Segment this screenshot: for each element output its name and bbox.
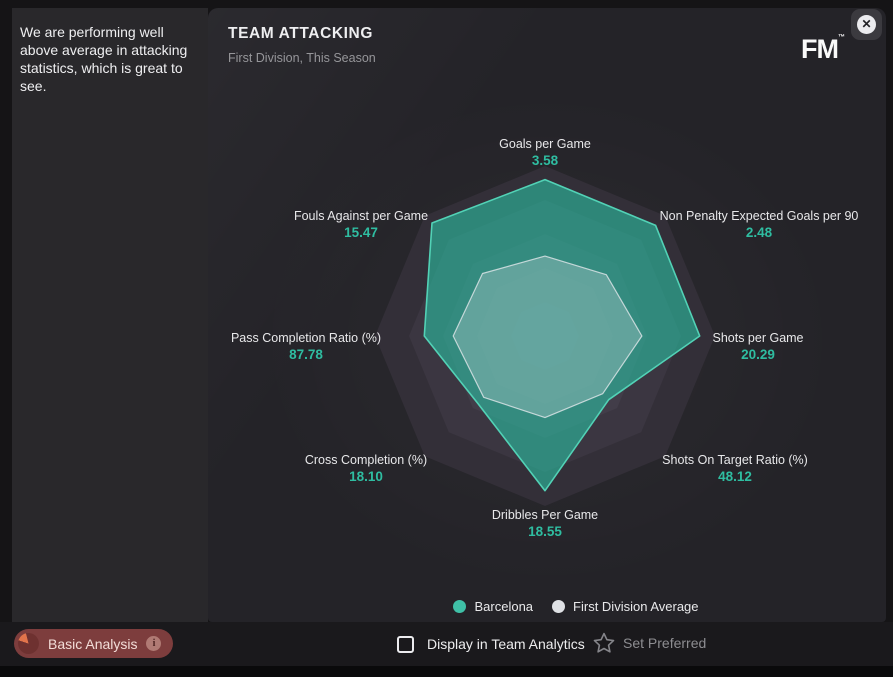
legend-label: Barcelona: [474, 598, 534, 614]
radar-chart: [375, 166, 715, 506]
display-in-team-analytics-row: Display in Team Analytics: [397, 630, 585, 658]
legend-label: First Division Average: [573, 598, 699, 614]
set-preferred-label: Set Preferred: [623, 635, 707, 651]
trademark-symbol: ™: [838, 34, 845, 41]
advisor-comment-panel: We are performing well above average in …: [12, 8, 208, 622]
advisor-comment-text: We are performing well above average in …: [20, 24, 188, 94]
team-attacking-panel: TEAM ATTACKING First Division, This Seas…: [208, 8, 886, 622]
legend-item: First Division Average: [552, 598, 699, 614]
display-in-team-analytics-checkbox[interactable]: [397, 635, 414, 653]
legend-item: Barcelona: [453, 599, 533, 614]
basic-analysis-button[interactable]: Basic Analysis i: [14, 629, 174, 658]
chart-legend: Barcelona First Division Average: [208, 597, 886, 615]
star-icon: [593, 632, 615, 653]
legend-dot-icon: [552, 599, 566, 613]
basic-analysis-label: Basic Analysis: [48, 635, 138, 652]
legend-dot-icon: [453, 599, 467, 613]
page-title: TEAM ATTACKING: [228, 25, 374, 42]
info-icon[interactable]: i: [146, 636, 162, 651]
analysis-gauge-icon: [18, 633, 39, 654]
close-button[interactable]: ✕: [851, 9, 882, 40]
footer-bar: Basic Analysis i Display in Team Analyti…: [0, 622, 893, 666]
set-preferred-button[interactable]: Set Preferred: [592, 628, 706, 658]
fm-logo: FM™: [801, 34, 845, 64]
window-bottom-edge: [0, 666, 893, 677]
page-subtitle: First Division, This Season: [228, 51, 376, 65]
display-in-team-analytics-label: Display in Team Analytics: [427, 636, 585, 652]
close-icon: ✕: [857, 15, 876, 34]
